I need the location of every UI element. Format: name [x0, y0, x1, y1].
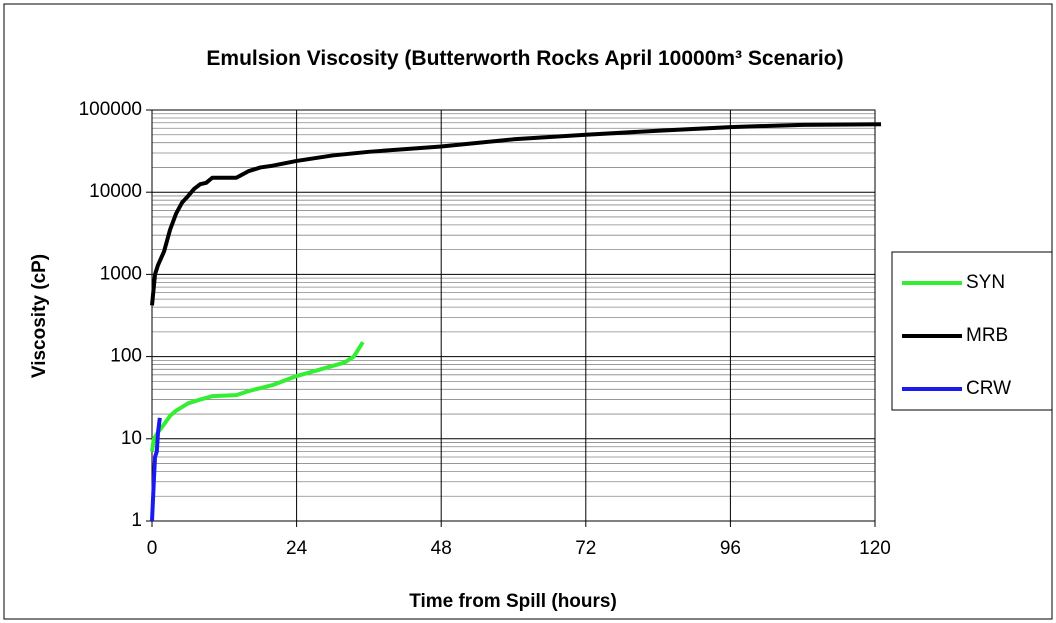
x-tick-label: 72 — [575, 538, 596, 559]
x-tick-label: 0 — [147, 538, 158, 559]
data-line — [150, 122, 882, 306]
y-tick-label: 10 — [121, 428, 142, 449]
data-line — [150, 417, 162, 522]
y-tick-label: 100000 — [79, 99, 142, 120]
x-tick-label: 48 — [431, 538, 452, 559]
legend-label: CRW — [966, 378, 1011, 399]
y-tick-label: 10000 — [89, 181, 142, 202]
y-tick-label: 1 — [131, 510, 142, 531]
legend-label: SYN — [966, 272, 1005, 293]
x-tick-label: 120 — [859, 538, 891, 559]
plot-area — [151, 109, 876, 522]
x-tick-label: 96 — [720, 538, 741, 559]
legend-box — [891, 251, 1053, 411]
x-tick-label: 24 — [286, 538, 308, 559]
y-tick-label: 1000 — [100, 263, 142, 284]
y-tick-label: 100 — [110, 346, 142, 367]
data-line — [150, 341, 365, 452]
x-axis-title: Time from Spill (hours) — [409, 591, 617, 612]
y-axis-title: Viscosity (cP) — [29, 254, 50, 378]
chart-title: Emulsion Viscosity (Butterworth Rocks Ap… — [206, 47, 844, 70]
legend-label: MRB — [966, 325, 1008, 346]
